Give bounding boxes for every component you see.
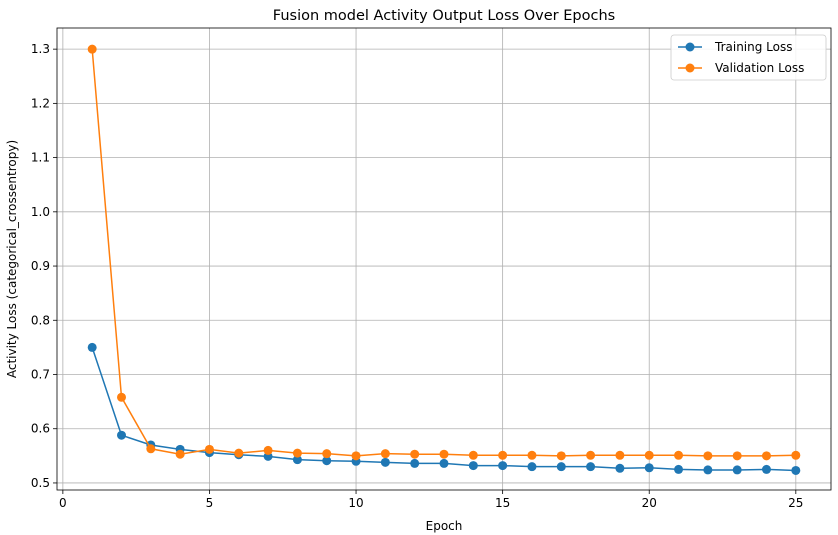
- x-tick-label: 5: [206, 496, 214, 510]
- x-tick-label: 25: [788, 496, 803, 510]
- grid: [57, 28, 831, 490]
- data-point-training-loss: [791, 465, 801, 475]
- x-tick-label: 10: [348, 496, 363, 510]
- legend-label-validation-loss: Validation Loss: [715, 61, 804, 75]
- data-point-validation-loss: [498, 450, 508, 460]
- series-layer: [87, 44, 801, 475]
- data-point-training-loss: [703, 465, 713, 475]
- data-point-validation-loss: [439, 449, 449, 459]
- data-point-training-loss: [292, 455, 302, 465]
- data-point-training-loss: [615, 463, 625, 473]
- data-point-training-loss: [762, 464, 771, 474]
- data-point-validation-loss: [146, 444, 156, 454]
- data-point-validation-loss: [380, 449, 390, 459]
- data-point-validation-loss: [703, 451, 713, 461]
- chart-title: Fusion model Activity Output Loss Over E…: [273, 8, 615, 24]
- plot-frame: [56, 27, 832, 491]
- axis-ticks: 0 5 10 15 20 25 0.5 0.6 0.7 0.8 0.9 1.0 1.1 1.2 1.3: [31, 42, 804, 510]
- data-point-validation-loss: [791, 450, 801, 460]
- data-point-validation-loss: [644, 450, 654, 460]
- data-point-validation-loss: [674, 450, 684, 460]
- data-point-validation-loss: [322, 449, 332, 459]
- legend-label-training-loss: Training Loss: [714, 40, 792, 54]
- data-point-training-loss: [498, 461, 508, 471]
- data-point-validation-loss: [762, 451, 771, 461]
- data-point-training-loss: [556, 462, 566, 472]
- legend: Training Loss Validation Loss: [670, 34, 827, 81]
- data-point-validation-loss: [292, 448, 302, 458]
- data-point-validation-loss: [615, 450, 625, 460]
- series-validation-loss: [87, 44, 801, 461]
- data-point-validation-loss: [175, 449, 185, 459]
- data-point-validation-loss: [556, 451, 566, 461]
- data-point-training-loss: [439, 458, 449, 468]
- x-tick-label: 20: [642, 496, 657, 510]
- y-tick-label: 0.7: [31, 368, 50, 382]
- data-point-validation-loss: [204, 444, 214, 454]
- data-point-validation-loss: [586, 450, 596, 460]
- data-point-training-loss: [380, 457, 390, 467]
- data-point-validation-loss: [263, 445, 273, 455]
- data-point-validation-loss: [527, 450, 537, 460]
- data-point-validation-loss: [410, 449, 420, 459]
- data-point-validation-loss: [117, 392, 126, 402]
- y-tick-label: 0.6: [31, 422, 50, 436]
- data-point-training-loss: [322, 456, 332, 466]
- data-point-training-loss: [527, 462, 537, 472]
- data-point-validation-loss: [351, 451, 361, 461]
- data-point-training-loss: [117, 430, 126, 440]
- y-tick-label: 0.5: [31, 476, 50, 490]
- y-tick-label: 0.8: [31, 313, 50, 327]
- data-point-training-loss: [410, 458, 420, 468]
- data-point-training-loss: [644, 463, 654, 473]
- y-tick-label: 1.0: [31, 205, 50, 219]
- data-point-training-loss: [468, 461, 478, 471]
- data-point-training-loss: [586, 462, 596, 472]
- data-point-training-loss: [87, 342, 97, 352]
- legend-box: [670, 34, 827, 81]
- y-axis-label: Activity Loss (categorical_crossentropy): [5, 140, 19, 378]
- legend-marker-training-loss: [685, 42, 695, 52]
- y-tick-label: 1.2: [31, 96, 50, 110]
- series-line-validation-loss: [91, 49, 796, 457]
- y-tick-label: 1.1: [31, 151, 50, 165]
- data-point-training-loss: [674, 464, 684, 474]
- data-point-validation-loss: [234, 448, 244, 458]
- x-tick-label: 0: [59, 496, 67, 510]
- data-point-validation-loss: [468, 450, 478, 460]
- legend-marker-validation-loss: [685, 63, 695, 73]
- data-point-validation-loss: [732, 451, 742, 461]
- x-tick-label: 15: [495, 496, 510, 510]
- data-point-validation-loss: [87, 44, 97, 54]
- data-point-training-loss: [732, 465, 742, 475]
- x-axis-label: Epoch: [426, 519, 463, 533]
- y-tick-label: 1.3: [31, 42, 50, 56]
- y-tick-label: 0.9: [31, 259, 50, 273]
